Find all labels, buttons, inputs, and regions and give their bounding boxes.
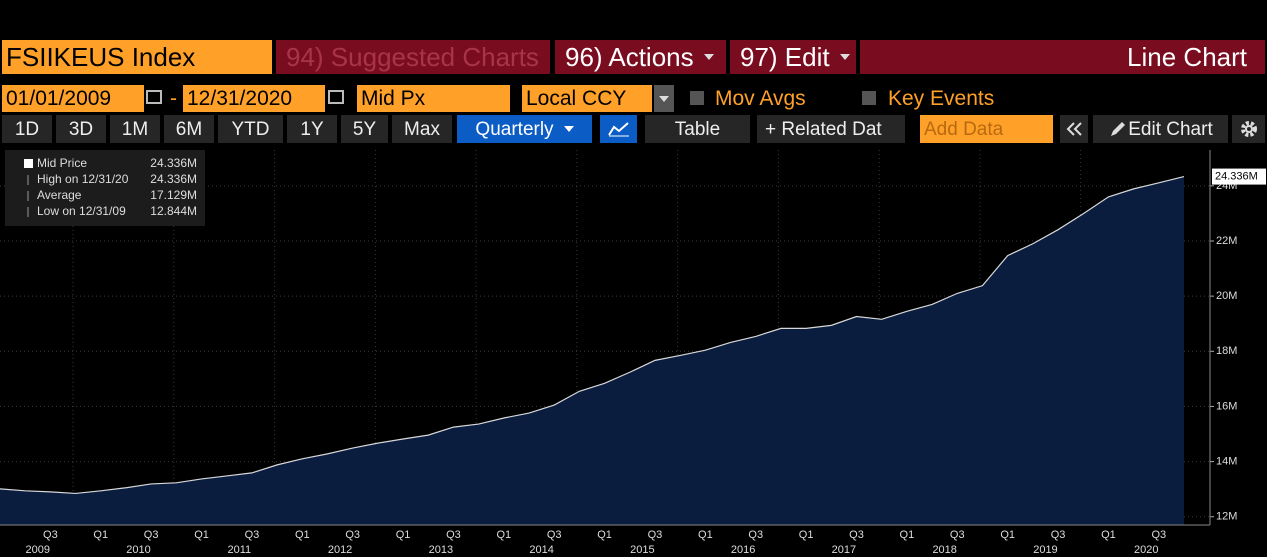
y-tick-label: 14M bbox=[1216, 455, 1237, 467]
x-tick-label: Q1 bbox=[698, 529, 713, 541]
x-tick-label: Q1 bbox=[799, 529, 814, 541]
period-button[interactable]: 6M bbox=[164, 115, 214, 143]
x-tick-label: Q3 bbox=[1151, 529, 1166, 541]
label: Quarterly bbox=[475, 118, 554, 140]
x-tick-label: Q1 bbox=[1101, 529, 1116, 541]
area-fill bbox=[0, 176, 1184, 526]
currency-dropdown[interactable] bbox=[654, 85, 674, 112]
x-tick-label: Q1 bbox=[194, 529, 209, 541]
x-tick-label: Q3 bbox=[748, 529, 763, 541]
year-label: 2011 bbox=[227, 544, 251, 556]
collapse-button[interactable] bbox=[1060, 115, 1088, 143]
legend-box bbox=[5, 150, 205, 226]
start-date[interactable]: 01/01/2009 bbox=[2, 85, 144, 112]
y-tick-label: 24M bbox=[1216, 180, 1237, 192]
label: Edit Chart bbox=[1128, 118, 1213, 140]
last-value-label: 24.336M bbox=[1215, 170, 1258, 182]
checkbox[interactable] bbox=[690, 91, 704, 105]
x-tick-label: Q3 bbox=[245, 529, 260, 541]
x-tick-label: Q3 bbox=[648, 529, 663, 541]
edit-menu[interactable]: 97) Edit bbox=[730, 40, 856, 74]
label: 96) Actions bbox=[565, 42, 694, 72]
chart-mode[interactable]: Line Chart bbox=[860, 40, 1265, 74]
legend-label: High on 12/31/20 bbox=[37, 172, 129, 186]
icon bbox=[1240, 121, 1257, 137]
y-tick-label: 20M bbox=[1216, 290, 1237, 302]
year-label: 2012 bbox=[328, 544, 352, 556]
field[interactable]: Mid Px bbox=[357, 85, 510, 112]
period-button[interactable]: 1M bbox=[110, 115, 160, 143]
year-label: 2019 bbox=[1033, 544, 1057, 556]
mov-avgs[interactable]: Mov Avgs bbox=[715, 87, 806, 110]
icon bbox=[1111, 122, 1126, 136]
suggested-charts[interactable]: 94) Suggested Charts bbox=[276, 40, 550, 74]
calendar-icon[interactable] bbox=[146, 90, 162, 104]
period-button[interactable]: YTD bbox=[218, 115, 283, 143]
y-tick-label: 22M bbox=[1216, 235, 1237, 247]
y-tick-label: 16M bbox=[1216, 400, 1237, 412]
x-tick-label: Q1 bbox=[396, 529, 411, 541]
x-tick-label: Q3 bbox=[1051, 529, 1066, 541]
legend-label: Average bbox=[37, 188, 82, 202]
x-tick-label: Q1 bbox=[496, 529, 511, 541]
settings[interactable] bbox=[1232, 115, 1265, 143]
period-button[interactable]: 5Y bbox=[341, 115, 388, 143]
x-tick-label: Q3 bbox=[950, 529, 965, 541]
x-tick-label: Q3 bbox=[446, 529, 461, 541]
year-label: 2009 bbox=[26, 544, 50, 556]
legend-value: 24.336M bbox=[150, 172, 197, 186]
year-label: 2017 bbox=[832, 544, 856, 556]
legend-value: 24.336M bbox=[150, 156, 197, 170]
x-tick-label: Q1 bbox=[900, 529, 915, 541]
edit-chart[interactable]: Edit Chart bbox=[1093, 115, 1228, 143]
x-tick-label: Q3 bbox=[547, 529, 562, 541]
date-dash: - bbox=[170, 87, 177, 110]
x-tick-label: Q3 bbox=[144, 529, 159, 541]
icon bbox=[607, 122, 629, 137]
year-label: 2018 bbox=[932, 544, 956, 556]
table-button[interactable]: Table bbox=[645, 115, 750, 143]
checkbox[interactable] bbox=[862, 91, 876, 105]
icon bbox=[1066, 122, 1082, 136]
add-data[interactable]: Add Data bbox=[920, 115, 1053, 143]
currency[interactable]: Local CCY bbox=[522, 85, 652, 112]
y-tick-label: 18M bbox=[1216, 345, 1237, 357]
period-button[interactable]: 1Y bbox=[287, 115, 337, 143]
x-tick-label: Q3 bbox=[43, 529, 58, 541]
year-label: 2014 bbox=[529, 544, 553, 556]
period-button[interactable]: 1D bbox=[2, 115, 52, 143]
frequency[interactable]: Quarterly bbox=[457, 115, 592, 143]
chart-icon[interactable] bbox=[600, 115, 637, 143]
legend-swatch bbox=[24, 159, 33, 168]
calendar-icon[interactable] bbox=[328, 90, 344, 104]
price-line bbox=[0, 175, 1185, 495]
related-data[interactable]: + Related Dat bbox=[757, 115, 905, 143]
x-tick-label: Q3 bbox=[849, 529, 864, 541]
actions-menu[interactable]: 96) Actions bbox=[555, 40, 726, 74]
x-tick-label: Q3 bbox=[345, 529, 360, 541]
y-tick-label: 12M bbox=[1216, 511, 1237, 523]
end-date[interactable]: 12/31/2020 bbox=[183, 85, 325, 112]
label: 97) Edit bbox=[740, 42, 830, 72]
last-value-tag bbox=[1212, 168, 1266, 185]
year-label: 2020 bbox=[1134, 544, 1158, 556]
legend-value: 12.844M bbox=[150, 204, 197, 218]
legend-label: Mid Price bbox=[37, 156, 87, 170]
ticker[interactable]: FSIIKEUS Index bbox=[2, 40, 272, 74]
x-tick-label: Q1 bbox=[93, 529, 108, 541]
legend-value: 17.129M bbox=[150, 188, 197, 202]
period-button[interactable]: 3D bbox=[56, 115, 106, 143]
x-tick-label: Q1 bbox=[597, 529, 612, 541]
year-label: 2010 bbox=[126, 544, 150, 556]
legend-label: Low on 12/31/09 bbox=[37, 204, 126, 218]
x-tick-label: Q1 bbox=[295, 529, 310, 541]
year-label: 2013 bbox=[429, 544, 453, 556]
key-events[interactable]: Key Events bbox=[888, 87, 995, 110]
period-button[interactable]: Max bbox=[392, 115, 452, 143]
x-tick-label: Q1 bbox=[1000, 529, 1015, 541]
year-label: 2015 bbox=[630, 544, 654, 556]
year-label: 2016 bbox=[731, 544, 755, 556]
